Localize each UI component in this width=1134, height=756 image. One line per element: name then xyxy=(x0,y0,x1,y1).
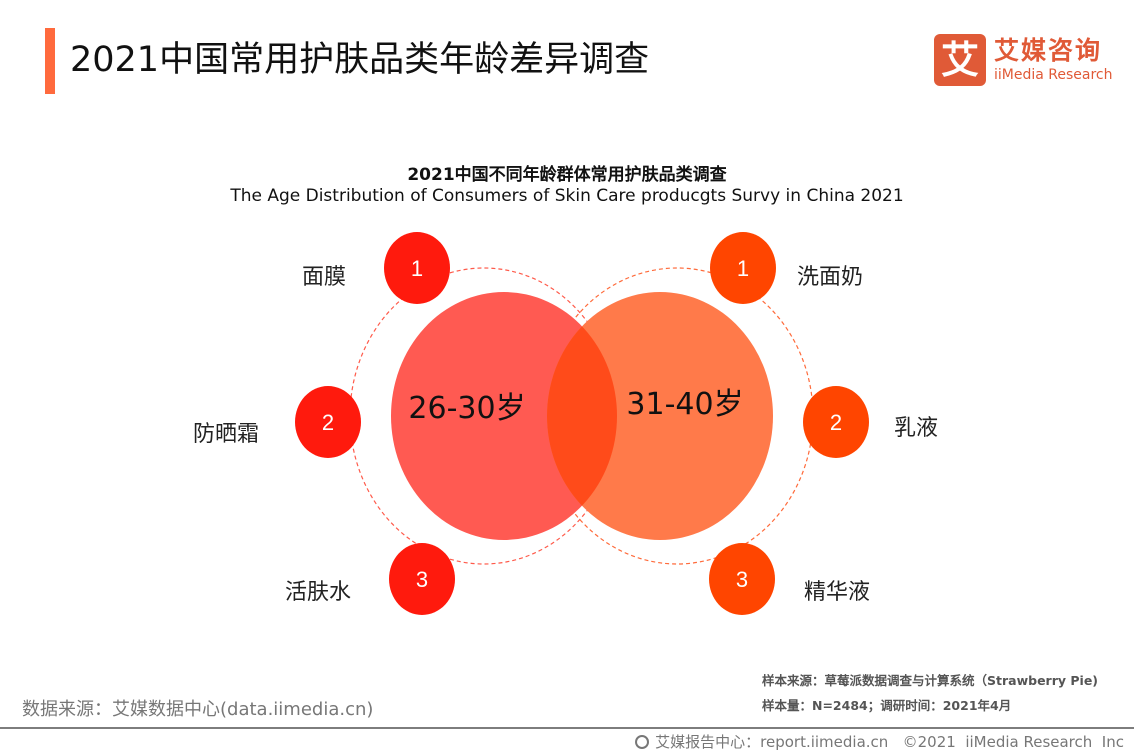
right-rank-1-badge xyxy=(710,232,776,304)
logo-mark-icon: 艾 xyxy=(934,34,986,86)
right-rank-2-number: 2 xyxy=(830,410,842,435)
footer-text: 艾媒报告中心：report.iimedia.cn ©2021 iiMedia R… xyxy=(655,733,1124,751)
right-age-label: 31-40岁 xyxy=(626,387,743,422)
left-item-3-label: 活肤水 xyxy=(285,580,352,605)
right-rank-2-badge xyxy=(803,386,869,458)
footer-divider xyxy=(0,727,1134,729)
chart-title-en: The Age Distribution of Consumers of Ski… xyxy=(230,186,904,206)
iimedia-logo: 艾 艾媒咨询 iiMedia Research xyxy=(934,34,1113,86)
right-item-3-label: 精华液 xyxy=(804,580,871,605)
chart-title-cn: 2021中国不同年龄群体常用护肤品类调查 xyxy=(407,165,727,185)
left-rank-3-number: 3 xyxy=(416,567,428,592)
left-rank-1-number: 1 xyxy=(411,256,423,281)
left-age-label: 26-30岁 xyxy=(408,391,525,426)
sample-size-note: 样本量：N=2484；调研时间：2021年4月 xyxy=(762,698,1012,713)
logo-name-cn: 艾媒咨询 xyxy=(994,36,1103,65)
right-item-2-label: 乳液 xyxy=(894,416,939,441)
left-rank-2-badge xyxy=(295,386,361,458)
right-rank-1-number: 1 xyxy=(737,256,749,281)
title-accent-bar xyxy=(45,28,55,94)
logo-name-en: iiMedia Research xyxy=(994,67,1113,83)
left-age-circle xyxy=(391,292,617,540)
globe-cursor-icon xyxy=(635,734,650,749)
footer: 艾媒报告中心：report.iimedia.cn ©2021 iiMedia R… xyxy=(635,731,1124,752)
left-item-1-label: 面膜 xyxy=(302,265,347,290)
left-rank-2-number: 2 xyxy=(322,410,334,435)
left-rank-1-badge xyxy=(384,232,450,304)
right-rank-3-number: 3 xyxy=(736,567,748,592)
right-item-1-label: 洗面奶 xyxy=(797,265,864,290)
left-rank-3-badge xyxy=(389,543,455,615)
left-item-2-label: 防晒霜 xyxy=(193,422,260,447)
page-title: 2021中国常用护肤品类年龄差异调查 xyxy=(70,40,650,80)
data-source-note: 数据来源：艾媒数据中心(data.iimedia.cn) xyxy=(22,699,374,720)
right-rank-3-badge xyxy=(709,543,775,615)
right-age-circle xyxy=(547,292,773,540)
sample-source-note: 样本来源：草莓派数据调查与计算系统（Strawberry Pie) xyxy=(762,673,1099,688)
